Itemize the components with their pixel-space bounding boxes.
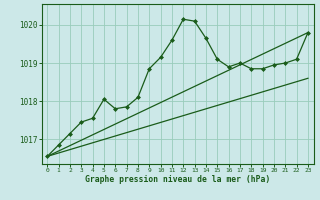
X-axis label: Graphe pression niveau de la mer (hPa): Graphe pression niveau de la mer (hPa): [85, 175, 270, 184]
